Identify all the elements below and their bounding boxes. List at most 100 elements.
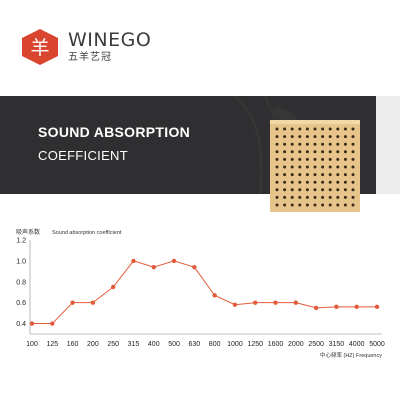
perforation-hole	[283, 127, 287, 131]
perforation-hole	[351, 173, 355, 177]
perforation-hole	[275, 203, 279, 207]
perforation-hole	[305, 173, 309, 177]
perforation-hole	[321, 173, 325, 177]
perforation-hole	[336, 195, 340, 199]
perforation-hole	[328, 203, 332, 207]
data-point	[273, 300, 278, 305]
y-tick-label: 0.8	[16, 279, 26, 286]
data-point	[70, 300, 75, 305]
perforation-hole	[298, 173, 302, 177]
brand-name: WINEGO	[68, 29, 152, 51]
absorption-chart: 吸声系数 Sound absorption coefficient 0.4 0.6…	[16, 228, 385, 359]
perforation-hole	[321, 165, 325, 169]
x-tick-label: 2000	[288, 341, 304, 348]
y-ticks: 0.4 0.6 0.8 1.0 1.2	[16, 238, 26, 329]
perforation-hole	[275, 157, 279, 161]
x-axis-label: 中心频率 (HZ) Frequency	[320, 351, 382, 359]
perforation-hole	[343, 135, 347, 139]
perforation-hole	[298, 150, 302, 154]
perforation-hole	[290, 180, 294, 184]
perforation-hole	[321, 188, 325, 192]
x-tick-label: 400	[148, 341, 160, 348]
perforation-hole	[328, 165, 332, 169]
data-point	[151, 264, 156, 270]
perforation-hole	[328, 127, 332, 131]
perforation-hole	[313, 173, 317, 177]
data-point	[253, 300, 258, 305]
data-point	[334, 304, 339, 310]
perforation-hole	[328, 188, 332, 192]
y-tick-label: 1.0	[16, 258, 26, 265]
perforation-hole	[290, 195, 294, 199]
perforation-hole	[343, 195, 347, 199]
perforation-hole	[305, 142, 309, 146]
perforation-hole	[321, 150, 325, 154]
x-tick-label: 4000	[349, 341, 365, 348]
data-point	[354, 304, 359, 310]
perforation-hole	[275, 195, 279, 199]
x-tick-label: 800	[209, 341, 221, 348]
perforation-hole	[336, 157, 340, 161]
perforation-hole	[275, 135, 279, 139]
x-tick-label: 160	[67, 341, 79, 348]
data-point	[110, 284, 116, 290]
perforation-hole	[313, 188, 317, 192]
x-tick-label: 125	[46, 341, 58, 348]
chart-title: Sound absorption coefficient	[52, 230, 122, 236]
perforation-hole	[298, 188, 302, 192]
perforation-hole	[343, 203, 347, 207]
perforation-hole	[321, 203, 325, 207]
banner-edge	[376, 96, 400, 194]
perforation-hole	[275, 127, 279, 131]
y-tick-label: 0.6	[16, 300, 26, 307]
perforation-hole	[321, 142, 325, 146]
perforation-hole	[321, 195, 325, 199]
perforation-hole	[343, 188, 347, 192]
panel-perforations	[275, 127, 355, 207]
perforation-hole	[328, 135, 332, 139]
perforation-hole	[283, 173, 287, 177]
perforation-hole	[328, 173, 332, 177]
x-tick-label: 500	[168, 341, 180, 348]
x-ticks: 100 125 160 200 250 315 400 500 630 800 1000 1250 16…	[26, 341, 385, 348]
perforation-hole	[275, 180, 279, 184]
perforation-hole	[321, 180, 325, 184]
perforation-hole	[336, 203, 340, 207]
perforation-hole	[351, 150, 355, 154]
brand-subtitle: 五羊艺冠	[68, 52, 112, 63]
perforation-hole	[290, 173, 294, 177]
perforation-hole	[351, 142, 355, 146]
x-tick-label: 3150	[329, 341, 345, 348]
perforation-hole	[283, 188, 287, 192]
perforation-hole	[343, 142, 347, 146]
perforation-hole	[321, 127, 325, 131]
perforation-hole	[313, 127, 317, 131]
y-tick-label: 1.2	[16, 238, 26, 245]
perforation-hole	[313, 157, 317, 161]
perforation-hole	[343, 165, 347, 169]
perforation-hole	[283, 180, 287, 184]
perforation-hole	[328, 195, 332, 199]
perforation-hole	[351, 165, 355, 169]
perforation-hole	[283, 135, 287, 139]
perforation-hole	[321, 157, 325, 161]
data-point	[232, 302, 238, 307]
perforation-hole	[336, 127, 340, 131]
data-point	[171, 258, 177, 264]
perforation-hole	[313, 203, 317, 207]
y-axis-label: 吸声系数	[16, 228, 40, 236]
perforation-hole	[336, 150, 340, 154]
perforation-hole	[313, 180, 317, 184]
perforation-hole	[283, 157, 287, 161]
perforation-hole	[290, 127, 294, 131]
perforation-hole	[298, 127, 302, 131]
perforation-hole	[343, 127, 347, 131]
x-tick-label: 100	[26, 341, 38, 348]
perforation-hole	[290, 157, 294, 161]
perforation-hole	[343, 150, 347, 154]
perforation-hole	[283, 203, 287, 207]
data-points	[29, 258, 380, 326]
perforation-hole	[290, 150, 294, 154]
perforation-hole	[336, 142, 340, 146]
data-point	[212, 293, 217, 298]
